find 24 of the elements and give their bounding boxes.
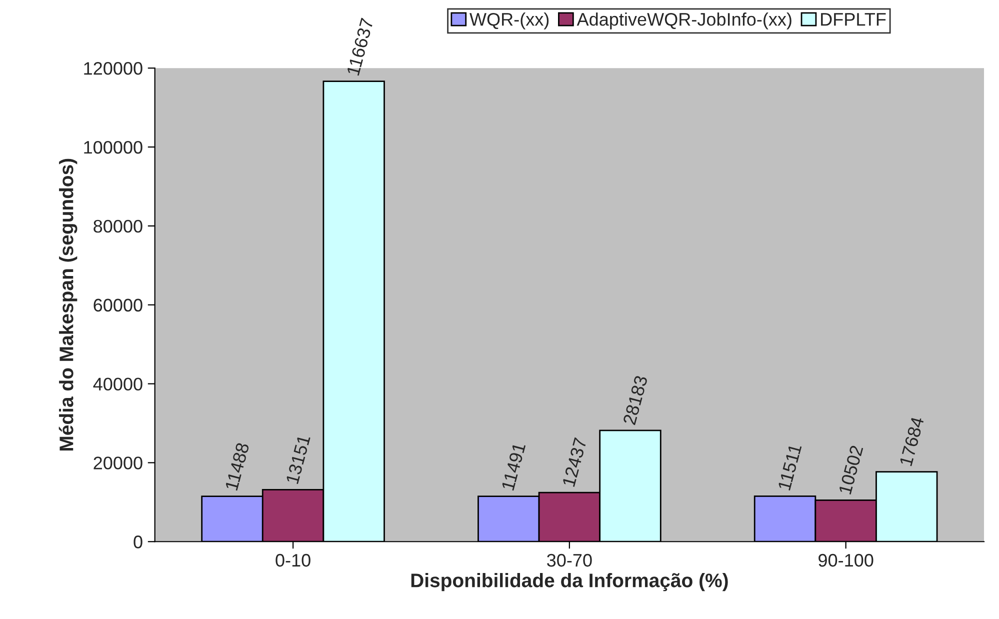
- y-tick-label: 120000: [84, 62, 142, 75]
- data-label: 28183: [622, 375, 648, 426]
- y-tick-label: 100000: [84, 140, 142, 154]
- y-tick-label: 80000: [94, 220, 142, 233]
- data-label: 11491: [501, 442, 526, 491]
- data-label: 17684: [899, 416, 924, 466]
- y-tick-label: 40000: [93, 378, 142, 390]
- data-label: 11488: [224, 442, 250, 491]
- y-tick-label: 20000: [94, 456, 142, 470]
- data-label: 13151: [286, 434, 310, 484]
- data-label: 11511: [778, 444, 802, 491]
- y-tick-label: 60000: [94, 298, 142, 312]
- legend-label: AdaptiveWQR-JobInfo-(xx): [576, 12, 792, 30]
- legend-label: DFPLTF: [821, 13, 886, 26]
- x-tick-label: 90-100: [818, 554, 874, 567]
- data-label: 12437: [562, 437, 587, 487]
- data-label: 116637: [346, 18, 374, 76]
- x-tick-label: 0-10: [276, 554, 310, 567]
- data-label: 10502: [838, 444, 864, 495]
- y-tick-label: 0: [134, 536, 142, 548]
- y-axis-title: Média do Makespan (segundos): [58, 158, 78, 450]
- legend-label: WQR-(xx): [470, 12, 549, 30]
- x-axis-title: Disponibilidade da Informação (%): [411, 573, 728, 592]
- x-tick-label: 30-70: [547, 554, 592, 567]
